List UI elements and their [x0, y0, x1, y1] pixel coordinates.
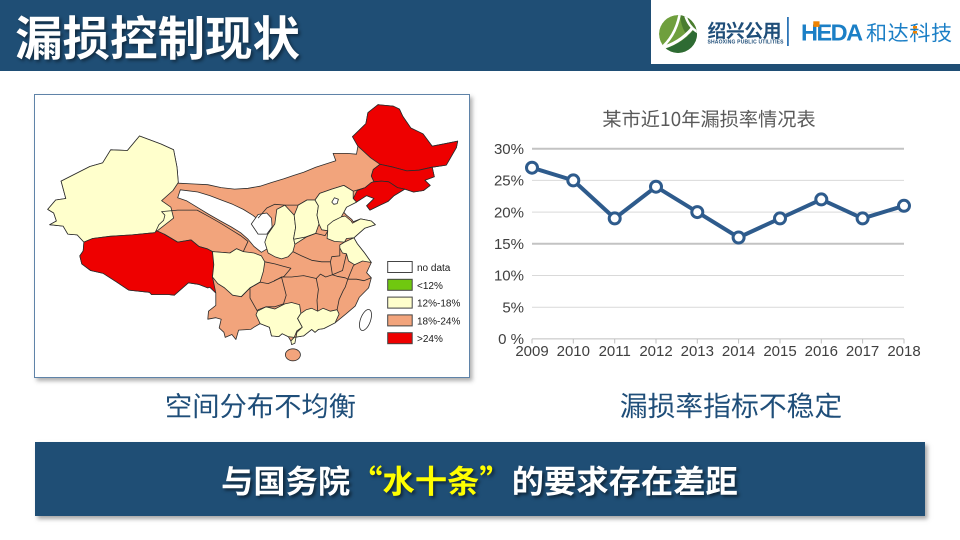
svg-text:2009: 2009 — [515, 343, 548, 360]
svg-text:2010: 2010 — [557, 343, 590, 360]
svg-text:>24%: >24% — [417, 334, 443, 345]
svg-text:2018: 2018 — [887, 343, 920, 360]
svg-text:10%: 10% — [494, 268, 524, 285]
svg-text:SHAOXING PUBLIC UTILITIES: SHAOXING PUBLIC UTILITIES — [708, 39, 785, 45]
svg-text:12%-18%: 12%-18% — [417, 299, 460, 310]
svg-text:18%-24%: 18%-24% — [417, 316, 460, 327]
svg-text:2013: 2013 — [681, 343, 714, 360]
svg-text:2016: 2016 — [805, 343, 838, 360]
svg-text:2014: 2014 — [722, 343, 755, 360]
svg-text:2017: 2017 — [846, 343, 879, 360]
svg-text:<12%: <12% — [417, 281, 443, 292]
svg-text:5%: 5% — [502, 299, 524, 316]
svg-text:no data: no data — [417, 263, 451, 274]
svg-text:30%: 30% — [494, 141, 524, 158]
svg-text:0 %: 0 % — [498, 331, 524, 348]
svg-text:25%: 25% — [494, 173, 524, 190]
svg-text:15%: 15% — [494, 236, 524, 253]
svg-text:HEDA: HEDA — [801, 20, 863, 46]
svg-text:2015: 2015 — [763, 343, 796, 360]
svg-text:20%: 20% — [494, 204, 524, 221]
svg-text:2011: 2011 — [599, 343, 631, 360]
svg-text:2012: 2012 — [639, 343, 672, 360]
